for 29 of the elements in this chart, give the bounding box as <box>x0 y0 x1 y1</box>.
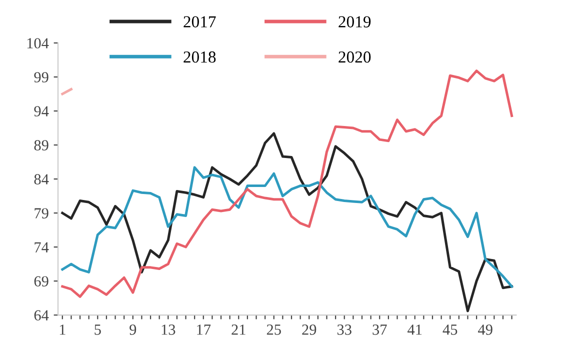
x-tick-label: 49 <box>478 324 492 335</box>
line-series <box>61 132 514 312</box>
x-tick-label: 1 <box>60 324 66 335</box>
y-tick-label: 74 <box>34 242 49 252</box>
x-tick-label: 5 <box>94 324 101 335</box>
x-tick-label: 21 <box>232 324 246 335</box>
x-tick-label: 13 <box>162 324 176 335</box>
x-tick-label: 41 <box>408 324 422 335</box>
line-series <box>61 166 514 288</box>
y-tick-label: 89 <box>34 140 48 150</box>
x-tick-label: 29 <box>302 324 316 335</box>
x-tick-label: 45 <box>442 324 458 335</box>
x-tick-label: 9 <box>130 324 136 335</box>
legend-label: 2019 <box>338 16 371 28</box>
y-tick-label: 104 <box>27 38 49 48</box>
legend-label: 2018 <box>184 51 216 63</box>
y-tick-label: 99 <box>34 72 48 82</box>
x-tick-label: 33 <box>337 324 352 335</box>
x-tick-label: 25 <box>266 324 281 335</box>
y-tick-label: 84 <box>34 174 49 184</box>
y-tick-label: 79 <box>34 208 48 218</box>
y-tick-label: 94 <box>34 106 49 116</box>
y-tick-label: 69 <box>34 276 48 286</box>
line-series <box>61 70 514 298</box>
x-tick-label: 17 <box>197 324 211 335</box>
legend-label: 2017 <box>184 16 216 28</box>
x-tick-label: 37 <box>372 324 387 335</box>
legend-label: 2020 <box>338 51 371 63</box>
y-tick-label: 64 <box>34 310 49 320</box>
